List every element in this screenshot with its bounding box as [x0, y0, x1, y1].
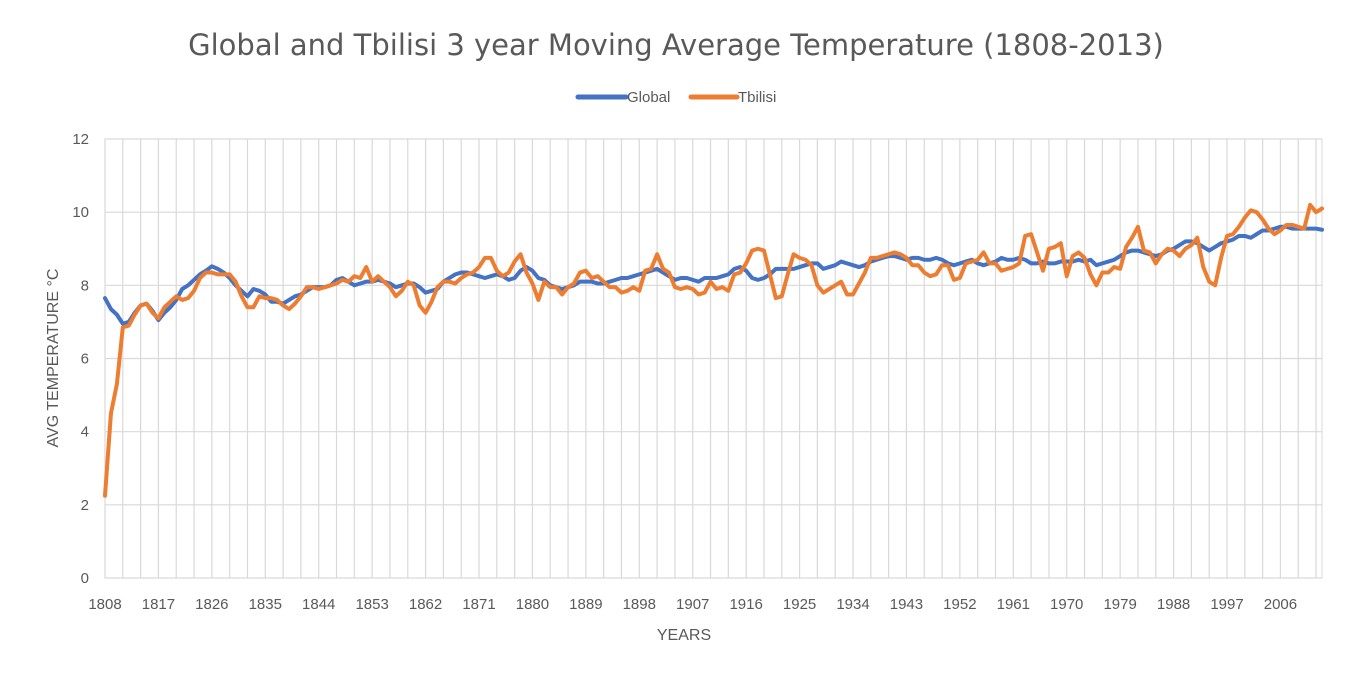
- x-tick-label: 1889: [569, 596, 602, 613]
- legend-label-tbilisi: Tbilisi: [738, 89, 776, 106]
- x-tick-labels: 1808 1817 1826 1835 1844 1853 1862 1871 1880 1889…: [88, 596, 1297, 613]
- x-tick-label: 1970: [1050, 596, 1083, 613]
- y-tick-label: 12: [72, 131, 89, 148]
- x-tick-label: 1907: [676, 596, 709, 613]
- x-tick-label: 1925: [783, 596, 816, 613]
- x-tick-label: 1835: [249, 596, 282, 613]
- y-tick-label: 4: [81, 424, 89, 441]
- x-tick-label: 1853: [355, 596, 388, 613]
- legend-label-global: Global: [627, 89, 670, 106]
- y-tick-labels: 0 2 4 6 8 10 12: [72, 131, 89, 587]
- x-tick-label: 1898: [623, 596, 656, 613]
- grid-layer: [104, 138, 1323, 579]
- x-tick-label: 1934: [836, 596, 869, 613]
- x-tick-label: 1871: [462, 596, 495, 613]
- series-layer: [103, 202, 1324, 498]
- x-tick-label: 1880: [516, 596, 549, 613]
- y-tick-label: 6: [81, 351, 89, 368]
- series-line-tbilisi: [103, 202, 1324, 498]
- x-tick-label: 2006: [1264, 596, 1297, 613]
- x-tick-label: 1997: [1210, 596, 1243, 613]
- legend: Global Tbilisi: [575, 89, 776, 106]
- x-tick-label: 1952: [943, 596, 976, 613]
- x-tick-label: 1844: [302, 596, 335, 613]
- y-tick-label: 2: [81, 497, 89, 514]
- x-tick-label: 1988: [1157, 596, 1190, 613]
- x-tick-label: 1817: [142, 596, 175, 613]
- x-axis-title: YEARS: [657, 627, 711, 644]
- series-line-global: [103, 224, 1324, 326]
- x-tick-label: 1943: [890, 596, 923, 613]
- y-tick-label: 8: [81, 277, 89, 294]
- y-axis-title: AVG TEMPERATURE °C: [45, 269, 62, 448]
- y-tick-label: 10: [72, 204, 89, 221]
- x-tick-label: 1862: [409, 596, 442, 613]
- x-tick-label: 1916: [729, 596, 762, 613]
- x-tick-label: 1961: [997, 596, 1030, 613]
- chart-title: Global and Tbilisi 3 year Moving Average…: [188, 28, 1164, 62]
- y-tick-label: 0: [81, 570, 89, 587]
- x-tick-label: 1808: [88, 596, 121, 613]
- x-tick-label: 1979: [1103, 596, 1136, 613]
- x-tick-label: 1826: [195, 596, 228, 613]
